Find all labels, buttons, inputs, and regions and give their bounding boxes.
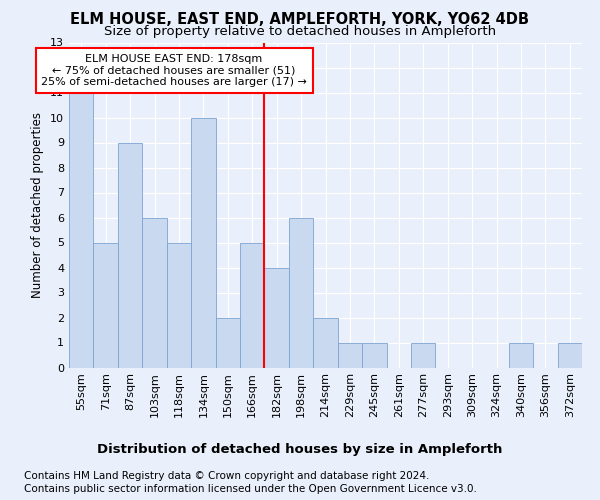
Text: Size of property relative to detached houses in Ampleforth: Size of property relative to detached ho… xyxy=(104,25,496,38)
Bar xyxy=(289,218,313,368)
Bar xyxy=(191,118,215,368)
Bar xyxy=(167,242,191,368)
Bar xyxy=(313,318,338,368)
Text: Contains HM Land Registry data © Crown copyright and database right 2024.: Contains HM Land Registry data © Crown c… xyxy=(24,471,430,481)
Bar xyxy=(240,242,265,368)
Bar xyxy=(118,142,142,368)
Bar xyxy=(215,318,240,368)
Y-axis label: Number of detached properties: Number of detached properties xyxy=(31,112,44,298)
Bar xyxy=(69,92,94,368)
Bar xyxy=(265,268,289,368)
Text: ELM HOUSE, EAST END, AMPLEFORTH, YORK, YO62 4DB: ELM HOUSE, EAST END, AMPLEFORTH, YORK, Y… xyxy=(71,12,530,28)
Text: Distribution of detached houses by size in Ampleforth: Distribution of detached houses by size … xyxy=(97,442,503,456)
Bar xyxy=(509,342,533,367)
Bar xyxy=(94,242,118,368)
Bar xyxy=(411,342,436,367)
Text: ELM HOUSE EAST END: 178sqm
← 75% of detached houses are smaller (51)
25% of semi: ELM HOUSE EAST END: 178sqm ← 75% of deta… xyxy=(41,54,307,87)
Bar xyxy=(142,218,167,368)
Bar xyxy=(338,342,362,367)
Bar xyxy=(557,342,582,367)
Bar xyxy=(362,342,386,367)
Text: Contains public sector information licensed under the Open Government Licence v3: Contains public sector information licen… xyxy=(24,484,477,494)
